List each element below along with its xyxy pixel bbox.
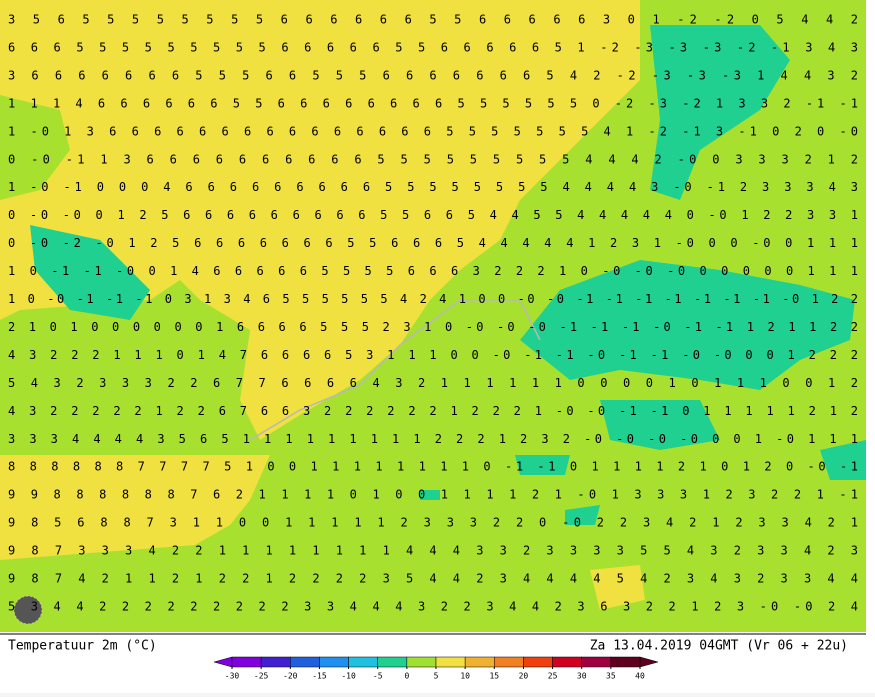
colorbar-segment bbox=[260, 656, 291, 668]
colorbar-label: -20 bbox=[283, 672, 298, 681]
map bbox=[0, 0, 866, 632]
colorbar-segment bbox=[406, 656, 437, 668]
colorbar-label: 35 bbox=[606, 672, 616, 681]
colorbar-segment bbox=[319, 656, 349, 668]
grid-row: 6 6 6 5 5 5 5 5 5 5 5 5 6 6 6 6 6 5 5 6 … bbox=[8, 40, 858, 54]
colorbar-label: 30 bbox=[577, 672, 587, 681]
map-caption: Temperatuur 2m (°C) bbox=[8, 639, 157, 654]
grid-row: 8 8 8 8 8 8 7 7 7 7 5 1 0 0 1 1 1 1 1 1 … bbox=[8, 460, 858, 474]
grid-row: 4 3 2 2 2 2 2 1 2 2 6 7 6 6 3 2 2 2 2 2 … bbox=[8, 404, 858, 418]
grid-row: 3 5 6 5 5 5 5 5 5 5 5 6 6 6 6 6 6 5 5 6 … bbox=[8, 13, 858, 27]
colorbar-segment bbox=[435, 656, 466, 668]
colorbar-segment bbox=[231, 656, 262, 668]
colorbar: -30 -25 -20 -15 -10 -5 0 5 10 15 20 25 30 35 40 bbox=[213, 656, 659, 681]
colorbar-segment bbox=[552, 656, 582, 668]
grid-row: 1 0 -0 -1 -1 -1 0 3 1 3 4 6 5 5 5 5 5 5 … bbox=[8, 292, 858, 306]
zone-teal bbox=[565, 505, 600, 525]
grid-row: 9 8 7 3 3 3 4 2 2 1 1 1 1 1 1 1 1 4 4 4 … bbox=[8, 544, 858, 558]
zone-teal bbox=[820, 440, 866, 480]
grid-row: 5 4 3 2 3 3 3 2 2 6 7 7 6 6 6 6 4 3 2 1 … bbox=[8, 376, 858, 390]
map-timestamp: Za 13.04.2019 04GMT (Vr 06 + 22u) bbox=[590, 639, 848, 654]
grid-row: 1 -0 -1 0 0 0 4 6 6 6 6 6 6 6 6 6 5 5 5 … bbox=[8, 180, 858, 194]
grid-row: 4 3 2 2 2 1 1 1 0 1 4 7 6 6 6 6 5 3 1 1 … bbox=[8, 348, 858, 362]
zone-teal bbox=[650, 25, 790, 200]
coastline bbox=[249, 299, 541, 441]
colorbar-label: -25 bbox=[254, 672, 269, 681]
zone-yellow bbox=[590, 565, 645, 610]
zone-teal bbox=[515, 455, 570, 475]
colorbar-label: -10 bbox=[341, 672, 356, 681]
grid-row: 9 8 7 4 2 1 1 2 1 2 2 1 2 2 2 2 3 5 4 4 … bbox=[8, 572, 858, 586]
colorbar-label: -5 bbox=[373, 672, 383, 681]
zone-green bbox=[0, 95, 70, 200]
zone-yellow bbox=[0, 0, 640, 440]
zone-teal bbox=[600, 400, 720, 450]
colorbar-segment bbox=[523, 656, 553, 668]
zone-teal bbox=[30, 225, 150, 320]
colorbar-label: 20 bbox=[519, 672, 529, 681]
logo bbox=[13, 595, 43, 625]
colorbar-label: -15 bbox=[312, 672, 327, 681]
colorbar-segment bbox=[348, 656, 378, 668]
colorbar-label: -30 bbox=[225, 672, 240, 681]
colorbar-segment bbox=[464, 656, 495, 668]
colorbar-segment bbox=[494, 656, 524, 668]
colorbar-segment bbox=[581, 656, 612, 668]
grid-row: 3 6 6 6 6 6 6 6 5 5 5 6 6 5 5 5 6 6 6 6 … bbox=[8, 68, 858, 82]
zone-teal bbox=[520, 260, 855, 390]
colorbar-segment bbox=[610, 656, 641, 668]
colorbar-label: 15 bbox=[489, 672, 499, 681]
value-grid: 3 5 6 5 5 5 5 5 5 5 5 6 6 6 6 6 6 5 5 6 … bbox=[8, 13, 858, 614]
colorbar-label: 10 bbox=[460, 672, 470, 681]
zone-yellow bbox=[0, 455, 270, 560]
grid-row: 5 3 4 4 2 2 2 2 2 2 2 2 2 3 3 4 4 4 3 2 … bbox=[8, 600, 858, 614]
colorbar-segment bbox=[377, 656, 408, 668]
colorbar-label: 25 bbox=[548, 672, 558, 681]
colorbar-label: 40 bbox=[635, 672, 645, 681]
grid-row: 1 0 -1 -1 -0 0 1 4 6 6 6 6 6 5 5 5 5 6 6… bbox=[8, 264, 858, 278]
zone-teal bbox=[420, 490, 440, 500]
colorbar-label: 0 bbox=[404, 672, 409, 681]
colorbar-segment bbox=[290, 656, 320, 668]
grid-row: 9 9 8 8 8 8 8 8 7 6 2 1 1 1 1 0 1 0 0 1 … bbox=[8, 488, 858, 502]
colorbar-label: 5 bbox=[434, 672, 439, 681]
